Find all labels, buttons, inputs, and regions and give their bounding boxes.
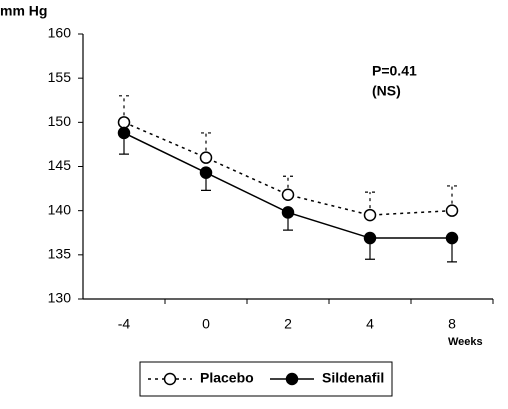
point <box>281 206 295 219</box>
legend-marker <box>285 372 299 386</box>
legend-marker <box>163 372 177 386</box>
y-tick-label: 130 <box>48 290 72 306</box>
y-tick-label: 140 <box>48 201 72 217</box>
legend-label: Sildenafil <box>322 370 384 386</box>
series-line <box>123 121 453 216</box>
point <box>445 204 459 217</box>
y-tick-label: 145 <box>48 157 72 173</box>
error-bar <box>119 95 129 123</box>
x-axis-label: Weeks <box>448 336 483 348</box>
legend-label: Placebo <box>200 370 254 386</box>
y-tick-label: 135 <box>48 246 72 262</box>
annotation: P=0.41 <box>372 63 417 79</box>
annotation: (NS) <box>372 83 401 99</box>
x-tick-label: 0 <box>202 316 210 332</box>
y-tick-label: 150 <box>48 113 72 129</box>
y-tick-label: 160 <box>48 25 72 41</box>
point <box>445 231 459 245</box>
point <box>117 116 131 129</box>
point <box>363 231 377 245</box>
y-tick-label: 155 <box>48 69 72 85</box>
error-bar <box>283 175 293 195</box>
y-axis-label: mm Hg <box>0 3 47 19</box>
point <box>199 166 213 179</box>
point <box>117 126 131 140</box>
error-bar <box>201 132 211 158</box>
point <box>363 208 377 222</box>
x-tick-label: 8 <box>448 316 456 332</box>
x-tick-label: 2 <box>284 316 292 332</box>
point <box>199 151 213 164</box>
x-tick-label: -4 <box>118 316 131 332</box>
point <box>281 188 295 202</box>
legend-box <box>139 361 393 397</box>
x-tick-label: 4 <box>366 316 374 332</box>
error-bar <box>447 185 457 211</box>
error-bar <box>365 191 375 216</box>
